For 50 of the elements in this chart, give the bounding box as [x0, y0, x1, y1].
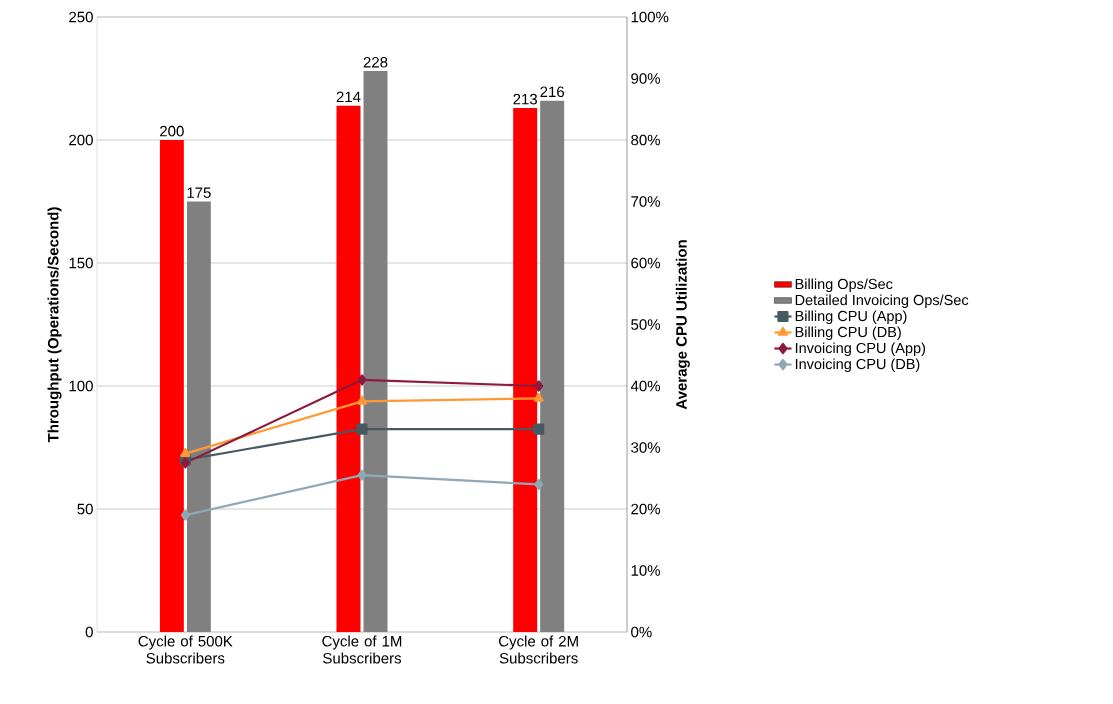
- y-tick-label: 50: [77, 503, 93, 515]
- point: [533, 392, 544, 402]
- point: [180, 448, 191, 457]
- bar: [159, 140, 184, 632]
- bar: [540, 100, 565, 632]
- y2-tick-label: 80%: [631, 134, 661, 146]
- x-tick-label: Cycle of 2M Subscribers: [499, 635, 578, 664]
- x-tick-label: Cycle of 1M Subscribers: [322, 635, 402, 664]
- point: [180, 509, 190, 521]
- y2-tick-label: 30%: [631, 442, 661, 453]
- y2-tick-label: 100%: [631, 11, 669, 23]
- bar: [186, 201, 211, 632]
- y-axis-title: Throughput (Operations/Second): [47, 207, 62, 443]
- legend-label: Invoicing CPU (DB): [795, 358, 920, 373]
- y-tick-label: 250: [69, 11, 93, 23]
- point: [357, 395, 367, 405]
- data-label: 216: [540, 86, 565, 98]
- y2-tick-label: 40%: [630, 380, 661, 392]
- y2-tick-label: 60%: [631, 257, 661, 269]
- legend-label: Billing Ops/Sec: [795, 278, 893, 292]
- legend-label: Billing CPU (DB): [795, 326, 901, 341]
- y2-tick-label: 0%: [631, 626, 652, 638]
- point: [357, 374, 367, 386]
- bar: [513, 108, 538, 632]
- y2-axis-title: Average CPU Utilization: [675, 240, 690, 410]
- data-label: 213: [513, 93, 538, 105]
- y2-tick-label: 70%: [631, 196, 661, 207]
- y-tick-label: 150: [69, 257, 93, 269]
- y2-tick-label: 50%: [631, 319, 661, 330]
- point: [534, 478, 544, 490]
- legend-label: Billing CPU (App): [795, 310, 907, 325]
- point: [356, 423, 368, 435]
- point: [357, 469, 367, 481]
- data-label: 175: [187, 187, 211, 198]
- y2-tick-label: 10%: [631, 565, 661, 576]
- legend-label: Detailed Invoicing Ops/Sec: [795, 294, 969, 308]
- y2-tick-label: 90%: [631, 73, 661, 84]
- data-label: 200: [160, 125, 184, 137]
- legend-label: Invoicing CPU (App): [795, 342, 926, 357]
- y-tick-label: 100: [69, 380, 93, 392]
- y-tick-label: 200: [69, 134, 93, 146]
- point: [534, 380, 544, 392]
- data-label: 214: [336, 91, 361, 103]
- bar: [363, 71, 388, 632]
- data-label: 228: [363, 56, 388, 68]
- x-tick-label: Cycle of 500K Subscribers: [138, 635, 233, 664]
- point: [533, 423, 545, 435]
- y-tick-label: 0: [85, 626, 93, 638]
- y2-tick-label: 20%: [631, 503, 661, 515]
- bar: [336, 105, 361, 632]
